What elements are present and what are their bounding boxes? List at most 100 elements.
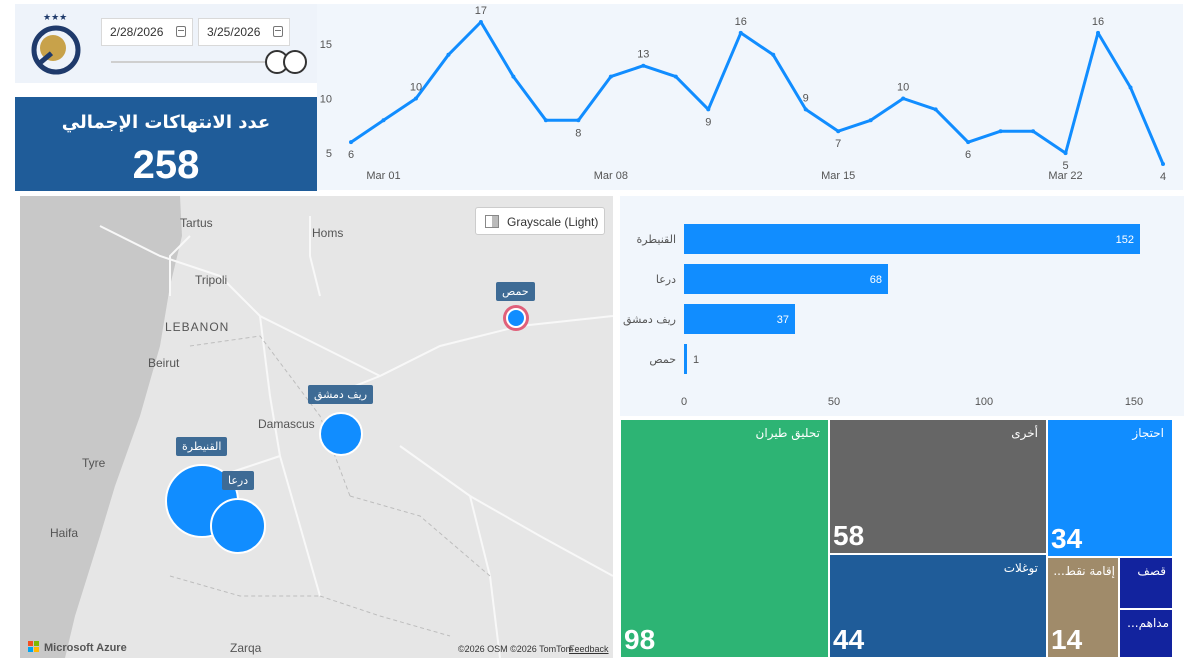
line-point[interactable]	[446, 52, 451, 57]
bar[interactable]	[684, 304, 795, 334]
map-bubble-label-rif-dimashq: ريف دمشق	[308, 385, 374, 404]
map-style-selector[interactable]: Grayscale (Light)	[475, 207, 605, 235]
line-series[interactable]	[350, 20, 1165, 165]
line-data-label: 9	[803, 92, 809, 104]
line-data-label: 13	[637, 49, 649, 61]
line-point[interactable]	[641, 63, 646, 68]
line-point[interactable]	[771, 52, 776, 57]
map-bubble-label-daraa: درعا	[222, 471, 255, 490]
line-point[interactable]	[868, 118, 873, 123]
treemap-tile[interactable]: قصف	[1119, 557, 1173, 609]
place-label-homs: Homs	[312, 226, 344, 240]
line-data-label: 9	[705, 116, 711, 128]
line-chart-svg: 5 10 15 Mar 01 Mar 08 Mar 15 Mar 22 6 10 17 8 13 9 16…	[320, 5, 1166, 183]
bar[interactable]	[684, 344, 687, 374]
line-point[interactable]	[998, 129, 1003, 134]
place-label-beirut: Beirut	[148, 356, 180, 370]
line-point[interactable]	[1031, 129, 1036, 134]
place-label-haifa: Haifa	[50, 526, 79, 540]
line-point[interactable]	[349, 140, 353, 145]
y-tick-label: 5	[326, 148, 332, 160]
line-point[interactable]	[803, 107, 808, 112]
place-label-zarqa: Zarqa	[230, 641, 262, 655]
place-label-tyre: Tyre	[82, 456, 106, 470]
map-style-label: Grayscale (Light)	[507, 215, 599, 229]
calendar-icon[interactable]	[273, 26, 283, 37]
line-data-label: 10	[410, 81, 422, 93]
treemap-tile[interactable]: توغلات 44	[829, 554, 1047, 658]
line-point[interactable]	[933, 107, 938, 112]
line-point[interactable]	[576, 118, 581, 123]
treemap-tile[interactable]: احتجاز 34	[1047, 419, 1173, 557]
treemap-tile-label: قصف	[1137, 564, 1166, 578]
treemap-tile[interactable]: تحليق طيران 98	[620, 419, 829, 658]
calendar-icon[interactable]	[176, 26, 186, 37]
line-data-label: 6	[965, 149, 971, 161]
bar[interactable]	[684, 224, 1140, 254]
line-point[interactable]	[511, 74, 516, 79]
line-point[interactable]	[1063, 151, 1068, 156]
map-feedback-link[interactable]: Feedback	[569, 644, 609, 654]
daily-violations-line-chart[interactable]: 5 10 15 Mar 01 Mar 08 Mar 15 Mar 22 6 10 17 8 13 9 16…	[317, 4, 1183, 190]
total-violations-card: عدد الانتهاكات الإجمالي 258	[15, 97, 317, 191]
line-data-label: 16	[1092, 16, 1104, 28]
line-data-label: 7	[835, 138, 841, 150]
treemap-tile-label: أخرى	[1011, 426, 1038, 440]
governorate-bar-chart[interactable]: القنيطرة 152 درعا 68 ريف دمشق 37 حمص 1 0 50 100 150	[620, 196, 1184, 416]
line-point[interactable]	[836, 129, 841, 134]
logo-icon: ★★★	[31, 13, 81, 75]
line-point[interactable]	[381, 118, 386, 123]
map-bubble-rif-dimashq[interactable]	[319, 412, 363, 456]
end-date-value: 3/25/2026	[207, 25, 261, 39]
treemap-tile[interactable]: ...إقامة نقط 14	[1047, 557, 1119, 658]
place-label-tartus: Tartus	[180, 216, 213, 230]
x-tick-label: Mar 01	[366, 170, 400, 182]
kpi-title: عدد الانتهاكات الإجمالي	[61, 112, 271, 133]
svg-text:★★★: ★★★	[43, 13, 67, 23]
line-point[interactable]	[1161, 162, 1165, 166]
violation-type-treemap[interactable]: تحليق طيران 98 أخرى 58 توغلات 44 احتجاز …	[620, 419, 1173, 658]
treemap-tile-value: 44	[833, 624, 865, 655]
date-slider-track[interactable]	[111, 61, 286, 63]
end-date-input[interactable]: 3/25/2026	[198, 18, 290, 46]
line-data-label: 4	[1160, 171, 1166, 183]
line-point[interactable]	[673, 74, 678, 79]
line-data-label: 8	[575, 127, 581, 139]
y-tick-label: 15	[320, 39, 332, 51]
line-point[interactable]	[1096, 30, 1101, 35]
place-label-lebanon: LEBANON	[165, 320, 230, 334]
line-point[interactable]	[966, 140, 971, 145]
x-tick-label: 150	[1125, 396, 1143, 408]
map-bubble-daraa[interactable]	[210, 498, 266, 554]
start-date-input[interactable]: 2/28/2026	[101, 18, 193, 46]
line-point[interactable]	[1128, 85, 1133, 90]
bar-value-label: 1	[693, 354, 699, 366]
bar[interactable]	[684, 264, 888, 294]
treemap-tile-label: ...إقامة نقط	[1053, 564, 1115, 578]
line-point[interactable]	[478, 20, 483, 24]
violations-map[interactable]: Tartus Homs Tripoli LEBANON Beirut Damas…	[20, 196, 613, 658]
line-point[interactable]	[706, 107, 711, 112]
treemap-tile[interactable]: ...مداهم	[1119, 609, 1173, 658]
x-tick-label: 50	[828, 396, 840, 408]
slider-end-handle[interactable]	[283, 50, 307, 74]
treemap-tile-value: 14	[1051, 624, 1083, 655]
map-brand: Microsoft Azure	[44, 642, 127, 654]
bar-category-label: درعا	[656, 273, 676, 286]
line-point[interactable]	[901, 96, 906, 101]
map-bubble-homs[interactable]	[506, 308, 526, 328]
bar-category-label: حمص	[649, 353, 676, 366]
bar-value-label: 152	[1116, 234, 1134, 246]
line-point[interactable]	[608, 74, 613, 79]
line-data-label: 10	[897, 81, 909, 93]
line-point[interactable]	[738, 30, 743, 35]
bar-category-label: القنيطرة	[637, 233, 676, 246]
grayscale-icon	[485, 215, 499, 228]
line-point[interactable]	[413, 96, 418, 101]
line-point[interactable]	[543, 118, 548, 123]
treemap-tile-value: 58	[833, 520, 865, 551]
treemap-tile[interactable]: أخرى 58	[829, 419, 1047, 554]
treemap-tile-label: احتجاز	[1132, 426, 1164, 440]
kpi-value: 258	[132, 143, 200, 187]
treemap-tile-label: ...مداهم	[1127, 616, 1169, 630]
